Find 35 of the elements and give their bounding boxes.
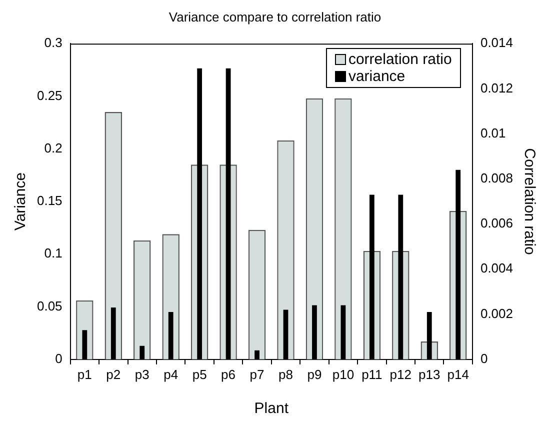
x-tick-label: p2	[106, 366, 121, 382]
y2-tick-label: 0.012	[480, 80, 514, 96]
x-tick-label: p12	[390, 366, 412, 382]
y-tick-label: 0.1	[44, 246, 62, 261]
y2-tick-label: 0.002	[480, 306, 514, 321]
x-tick-label: p4	[164, 366, 178, 382]
x-axis-title: Plant	[254, 400, 290, 418]
x-tick-label: p6	[221, 366, 236, 382]
x-tick-label: p1	[77, 366, 92, 382]
legend-label: correlation ratio	[347, 50, 452, 68]
chart-title: Variance compare to correlation ratio	[168, 9, 382, 24]
y-tick-label: 0.3	[44, 35, 62, 50]
y-tick-label: 0.15	[36, 193, 62, 208]
x-tick-label: p10	[332, 366, 354, 382]
y2-axis-title: Correlation ratio	[520, 148, 538, 255]
y2-tick-label: 0.004	[480, 260, 514, 276]
x-tick-label: p13	[418, 366, 440, 382]
y-tick-label: 0.2	[44, 140, 62, 156]
y-tick-label: 0	[55, 350, 62, 366]
y2-tick-label: 0.008	[480, 170, 514, 186]
y2-tick-label: 0.014	[480, 35, 514, 50]
legend-label: variance	[347, 68, 406, 85]
x-tick-label: p7	[250, 366, 264, 382]
y-tick-label: 0.25	[36, 88, 62, 103]
x-tick-label: p3	[134, 366, 150, 382]
x-tick-label: p11	[362, 366, 382, 382]
y2-tick-label: 0.01	[480, 125, 506, 140]
x-tick-label: p9	[307, 366, 322, 382]
x-tick-label: p8	[278, 366, 293, 382]
y2-tick-label: 0	[480, 350, 488, 366]
x-tick-label: p14	[447, 366, 469, 382]
y-tick-label: 0.05	[36, 298, 62, 314]
y-axis-title: Variance	[12, 172, 30, 231]
y2-tick-label: 0.006	[480, 216, 514, 231]
x-tick-label: p5	[192, 366, 207, 382]
